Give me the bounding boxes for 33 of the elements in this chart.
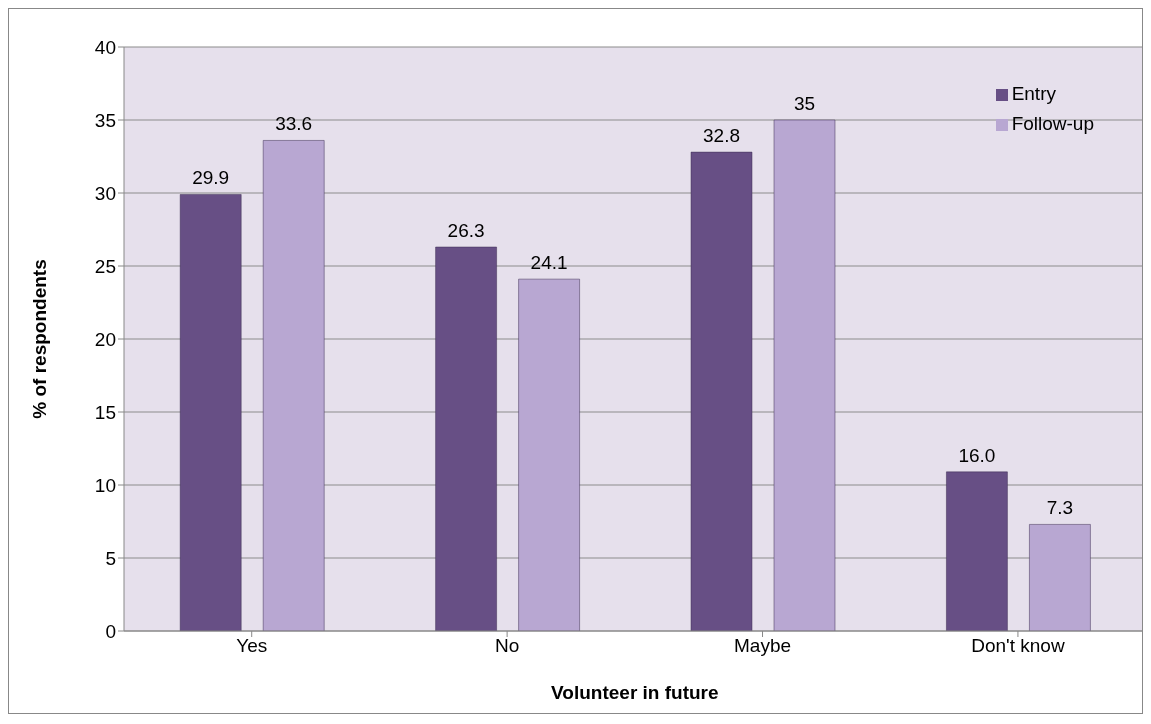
x-tick-label: Maybe: [734, 635, 792, 657]
legend-label: Entry: [1011, 83, 1056, 104]
data-label: 26.3: [447, 220, 485, 242]
bar: [946, 471, 1008, 631]
y-axis-title: % of respondents: [28, 259, 50, 419]
bar: [690, 151, 753, 631]
x-tick-label: Yes: [236, 635, 268, 657]
y-tick-label: 5: [105, 547, 116, 569]
bar: [179, 194, 242, 631]
annotation: 16.0: [958, 444, 996, 466]
y-tick-label: 30: [94, 182, 116, 204]
bar: [262, 140, 325, 631]
legend-label: Follow-up: [1011, 113, 1094, 134]
data-label: 29.9: [192, 167, 230, 189]
x-tick-label: Don't know: [971, 635, 1065, 657]
bar: [518, 278, 580, 631]
data-label: 7.3: [1046, 497, 1074, 519]
data-label: 24.1: [530, 252, 568, 274]
y-tick-label: 0: [105, 620, 116, 642]
y-tick-label: 10: [94, 474, 116, 496]
x-axis-title: Volunteer in future: [551, 682, 719, 703]
y-tick-label: 35: [94, 109, 116, 131]
data-label: 35: [793, 93, 816, 114]
bar: [1029, 524, 1091, 631]
y-tick-label: 15: [94, 401, 116, 423]
y-tick-label: 40: [94, 36, 116, 58]
bar: [773, 119, 836, 631]
data-label: 32.8: [703, 125, 740, 147]
data-label: 33.6: [275, 113, 313, 135]
y-tick-label: 20: [94, 328, 116, 350]
bar: [435, 246, 497, 631]
y-tick-label: 25: [94, 255, 116, 277]
x-tick-label: No: [494, 635, 520, 657]
